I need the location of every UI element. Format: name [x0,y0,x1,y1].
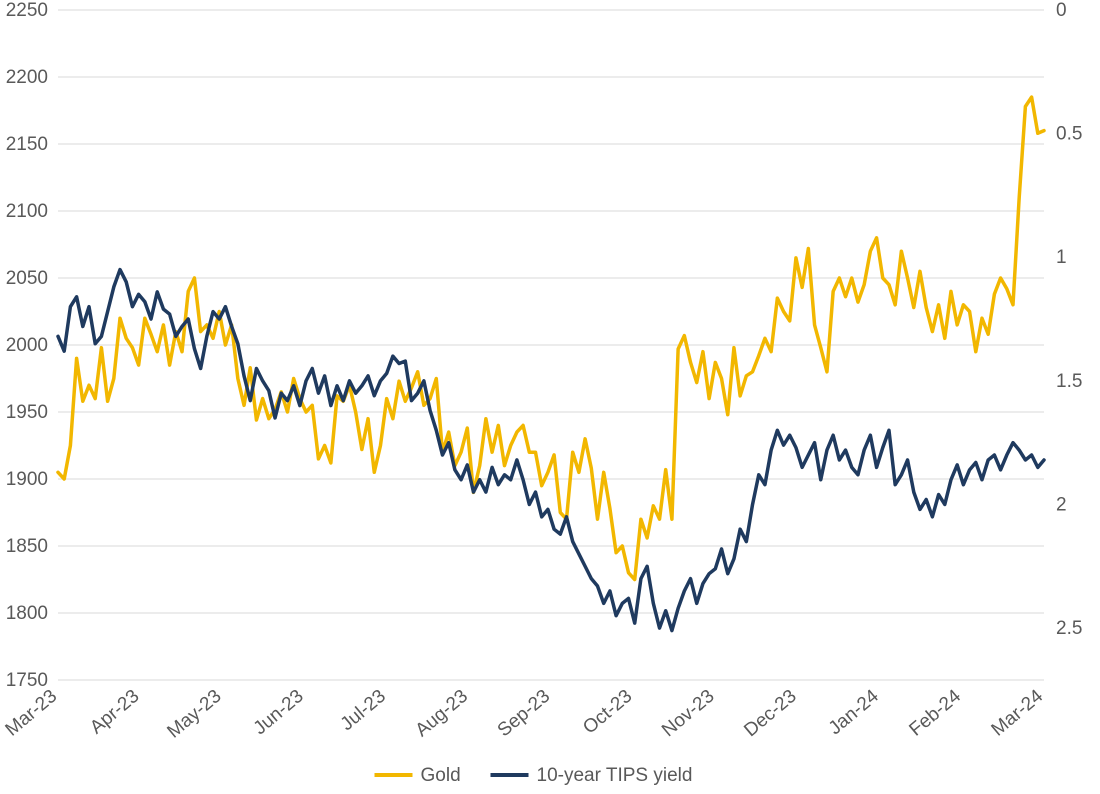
y-right-tick-label: 2 [1056,494,1067,515]
chart-svg: 1750 1800 1850 1900 1950 2000 2050 2100 2150 2200… [0,0,1100,794]
y-left-tick-label: 2250 [6,0,48,21]
y-left-tick-label: 2050 [6,268,48,289]
y-left-tick-label: 2150 [6,134,48,155]
y-right-tick-label: 0.5 [1056,124,1082,145]
y-right-tick-label: 1 [1056,247,1067,268]
y-right-tick-label: 0 [1056,0,1067,21]
y-left-tick-label: 1800 [6,603,48,624]
dual-axis-line-chart: 1750 1800 1850 1900 1950 2000 2050 2100 2150 2200… [0,0,1100,794]
y-left-tick-label: 1850 [6,536,48,557]
y-left-tick-label: 1950 [6,402,48,423]
y-left-tick-label: 2100 [6,201,48,222]
legend-label: Gold [421,765,461,786]
y-right-tick-label: 1.5 [1056,371,1082,392]
y-left-tick-label: 2200 [6,67,48,88]
y-left-tick-label: 2000 [6,335,48,356]
legend-label: 10-year TIPS yield [537,765,693,786]
y-right-tick-label: 2.5 [1056,618,1082,639]
y-left-tick-label: 1750 [6,670,48,691]
y-left-tick-label: 1900 [6,469,48,490]
